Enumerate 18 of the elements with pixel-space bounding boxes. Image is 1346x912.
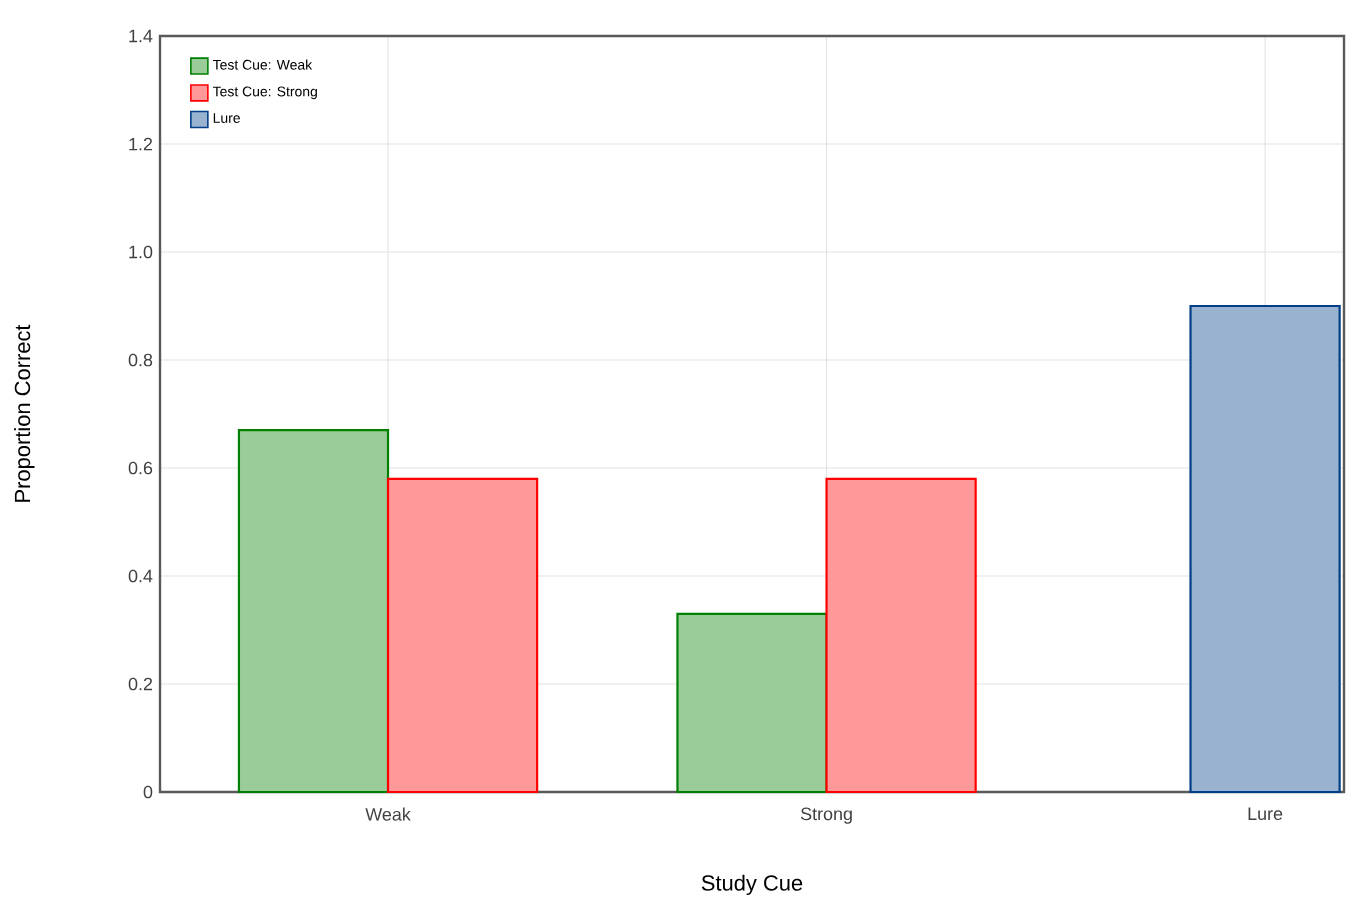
bar — [676, 612, 828, 794]
bar — [825, 477, 977, 794]
y-tick-label: 1.4 — [129, 29, 153, 43]
y-tick-label: 0.2 — [128, 677, 153, 691]
y-tick-label: 0 — [143, 785, 153, 799]
y-tick-label: 1.0 — [129, 245, 153, 259]
y-tick-label: 0.4 — [128, 569, 153, 583]
bar — [386, 477, 539, 794]
bar — [237, 429, 390, 794]
y-axis-title: Proportion Correct — [14, 324, 35, 502]
x-axis-title: Study Cue — [701, 874, 803, 896]
y-tick-label: 0.8 — [128, 353, 153, 367]
y-tick-label: 1.2 — [129, 137, 153, 151]
x-tick-label: Weak — [365, 807, 411, 821]
y-tick-label: 0.6 — [128, 461, 153, 475]
x-tick-label: Strong — [800, 807, 852, 824]
x-tick-label: Lure — [1248, 807, 1283, 821]
bar — [1189, 304, 1341, 794]
